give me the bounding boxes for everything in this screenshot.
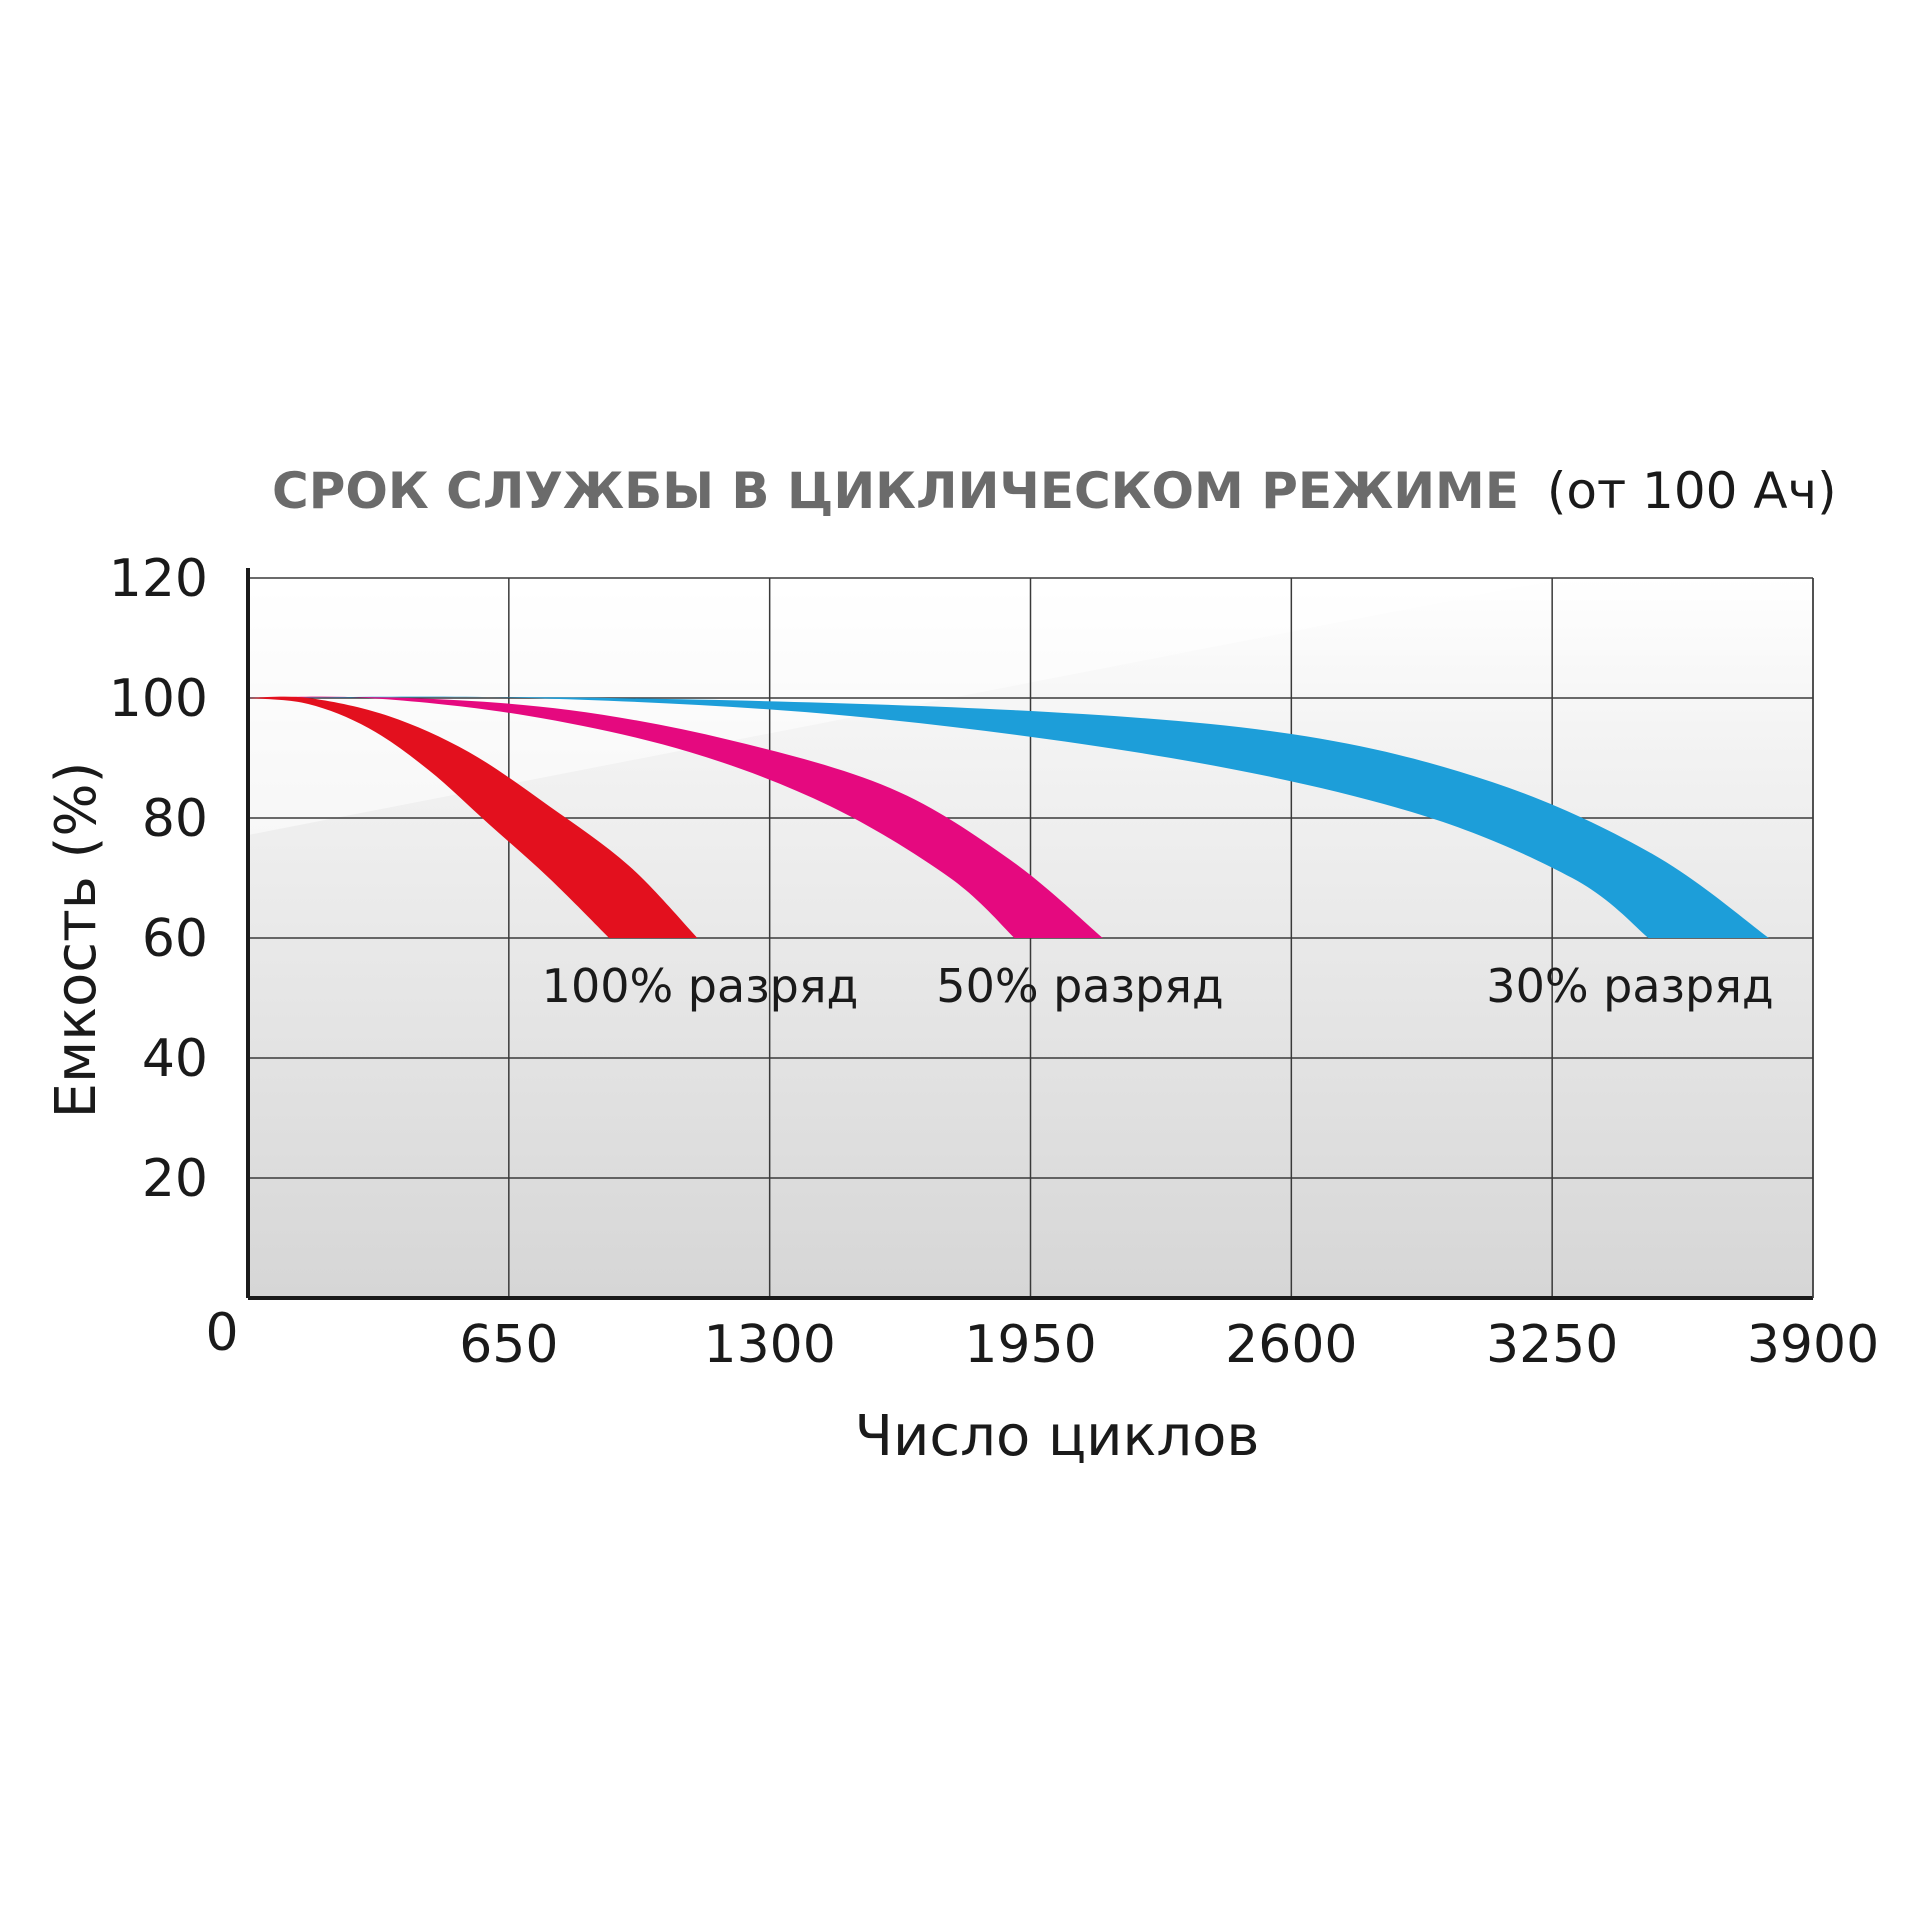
y-tick-label: 40 xyxy=(142,1029,208,1089)
x-tick-label: 0 xyxy=(205,1303,238,1363)
chart-subtitle: (от 100 Ач) xyxy=(1547,462,1837,520)
x-tick-label: 650 xyxy=(459,1315,558,1375)
axes xyxy=(246,568,1814,1300)
y-tick-label: 100 xyxy=(109,669,208,729)
x-tick-label: 1300 xyxy=(703,1315,835,1375)
band-label: 30% разряд xyxy=(1486,959,1773,1013)
x-tick-label: 2600 xyxy=(1225,1315,1357,1375)
data-bands xyxy=(248,696,1769,938)
svg-text:СРОК СЛУЖБЫ В ЦИКЛИЧЕСКОМ РЕЖИ: СРОК СЛУЖБЫ В ЦИКЛИЧЕСКОМ РЕЖИМЕ (от 100… xyxy=(272,462,1837,520)
band-label: 100% разряд xyxy=(542,959,859,1013)
y-axis-title: Емкость (%) xyxy=(44,762,109,1119)
x-tick-labels: 0 650 1300 1950 2600 3250 3900 xyxy=(205,1303,1879,1375)
x-tick-label: 3900 xyxy=(1747,1315,1879,1375)
band-30-percent xyxy=(248,696,1769,938)
y-tick-label: 60 xyxy=(142,909,208,969)
band-50-percent xyxy=(248,696,1103,938)
y-tick-label: 80 xyxy=(142,789,208,849)
x-tick-label: 1950 xyxy=(964,1315,1096,1375)
band-100-percent xyxy=(248,696,698,938)
y-tick-label: 20 xyxy=(142,1149,208,1209)
chart-title: СРОК СЛУЖБЫ В ЦИКЛИЧЕСКОМ РЕЖИМЕ xyxy=(272,462,1519,520)
x-tick-label: 3250 xyxy=(1486,1315,1618,1375)
band-labels: 100% разряд 50% разряд 30% разряд xyxy=(542,959,1774,1013)
y-tick-label: 120 xyxy=(109,549,208,609)
x-axis-title: Число циклов xyxy=(855,1404,1260,1469)
y-tick-labels: 20 40 60 80 100 120 xyxy=(109,549,208,1209)
band-label: 50% разряд xyxy=(936,959,1223,1013)
